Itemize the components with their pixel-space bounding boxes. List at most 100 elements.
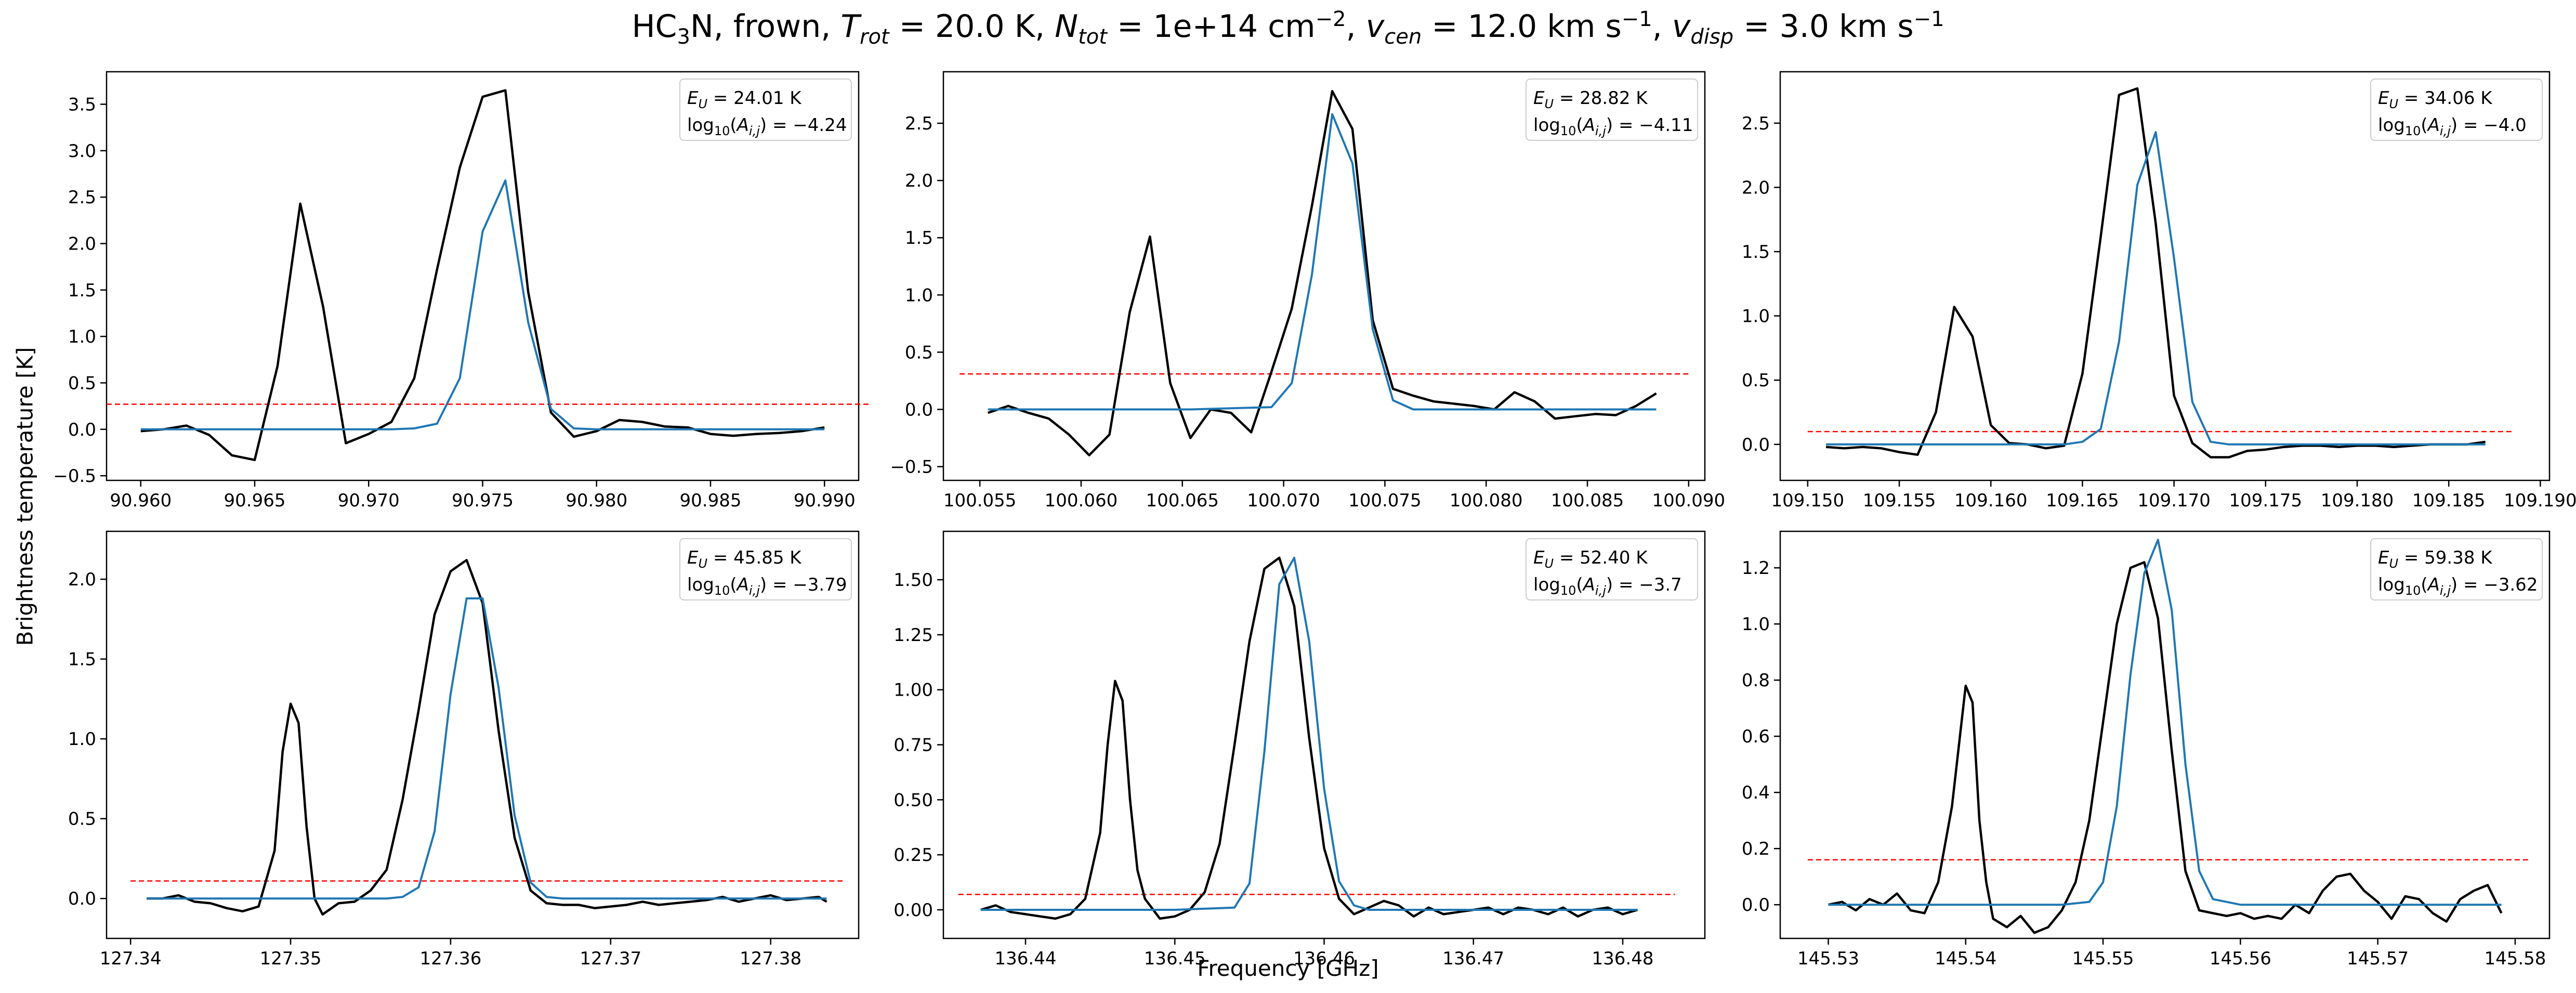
y-tick-label: 1.00 — [893, 680, 933, 701]
title-part: N — [1055, 8, 1079, 45]
x-tick-label: 100.070 — [1247, 490, 1320, 511]
x-tick-label: 109.160 — [1954, 490, 2028, 511]
y-tick-label: 3.0 — [68, 141, 96, 162]
x-tick-label: 145.53 — [1797, 948, 1859, 969]
axes-frame — [1779, 71, 2551, 481]
y-tick-label: 0.5 — [68, 373, 96, 394]
y-tick-label: 0.0 — [1742, 895, 1770, 916]
legend-einstein-a: log10(Ai,j) = −3.62 — [2378, 574, 2538, 598]
y-tick-label: 0.00 — [893, 900, 933, 921]
figure-title: HC3N, frown, Trot = 20.0 K, Ntot = 1e+14… — [0, 7, 2576, 49]
x-tick-label: 127.36 — [419, 948, 481, 969]
observed-spectrum-line — [147, 559, 827, 916]
title-part: rot — [860, 25, 889, 49]
x-axis-label: Frequency [GHz] — [1197, 956, 1379, 981]
model-spectrum-line — [1828, 539, 2502, 906]
legend-upper-energy: EU = 59.38 K — [2378, 547, 2493, 571]
model-spectrum-line — [147, 597, 827, 900]
y-tick-label: 0.5 — [905, 342, 933, 363]
x-tick-label: 109.170 — [2137, 490, 2211, 511]
model-spectrum-line — [1826, 131, 2486, 446]
x-tick-label: 109.175 — [2229, 490, 2303, 511]
x-tick-label: 100.080 — [1450, 490, 1523, 511]
x-tick-label: 136.47 — [1442, 948, 1504, 969]
title-part: HC — [632, 8, 677, 45]
observed-spectrum-line — [987, 90, 1657, 456]
y-tick-label: 0.8 — [1742, 670, 1770, 691]
y-tick-label: 0.0 — [68, 420, 96, 440]
title-part: T — [840, 8, 860, 45]
x-tick-label: 100.065 — [1146, 490, 1219, 511]
y-tick-label: 0.0 — [68, 889, 96, 909]
title-part: = 3.0 km s — [1733, 8, 1914, 45]
x-tick-label: 109.190 — [2504, 490, 2576, 511]
y-tick-label: 0.75 — [893, 735, 933, 756]
y-tick-label: 1.0 — [1742, 306, 1770, 327]
title-part: = 12.0 km s — [1422, 8, 1622, 45]
x-tick-label: 90.965 — [224, 490, 286, 511]
legend-upper-energy: EU = 28.82 K — [1533, 88, 1648, 111]
y-tick-label: 1.2 — [1742, 558, 1770, 579]
x-tick-label: 109.180 — [2321, 490, 2394, 511]
legend-box — [1526, 538, 1698, 600]
title-part: −1 — [1913, 7, 1944, 31]
y-tick-label: 0.25 — [893, 845, 933, 866]
y-tick-label: 2.5 — [1742, 113, 1770, 134]
x-tick-label: 90.960 — [110, 490, 172, 511]
y-tick-label: 1.5 — [68, 280, 96, 301]
title-part: tot — [1078, 25, 1107, 49]
observed-spectrum-line — [980, 556, 1638, 920]
y-tick-label: 0.50 — [893, 790, 933, 811]
y-tick-label: 1.5 — [68, 649, 96, 670]
y-tick-label: 0.2 — [1742, 839, 1770, 859]
x-tick-label: 90.985 — [680, 490, 742, 511]
y-tick-label: 1.0 — [1742, 614, 1770, 635]
title-part: −2 — [1315, 7, 1346, 31]
y-tick-label: 1.5 — [1742, 242, 1770, 263]
axes-frame — [1779, 530, 2551, 939]
x-tick-label: 136.44 — [995, 948, 1057, 969]
legend-einstein-a: log10(Ai,j) = −3.7 — [1533, 574, 1682, 598]
title-part: = 1e+14 cm — [1107, 8, 1316, 45]
x-tick-label: 90.980 — [566, 490, 627, 511]
y-tick-label: 2.5 — [68, 187, 96, 208]
title-part: , — [1652, 8, 1672, 45]
legend-box — [679, 538, 852, 600]
subplot-6: 145.53 145.54 145.55 145.56 145.57 145.58 0.0 0… — [1742, 530, 2551, 969]
y-tick-label: 1.0 — [68, 326, 96, 347]
title-part: = 20.0 K, — [889, 8, 1055, 45]
model-spectrum-line — [980, 556, 1638, 911]
legend-box — [679, 79, 852, 141]
y-tick-label: 2.0 — [68, 233, 96, 254]
y-tick-label: 0.0 — [905, 399, 933, 420]
x-tick-label: 127.34 — [100, 948, 162, 969]
x-tick-label: 90.990 — [794, 490, 856, 511]
subplot-1: 90.960 90.965 90.970 90.975 90.980 90.985 90.9… — [53, 71, 870, 511]
x-tick-label: 100.075 — [1348, 490, 1422, 511]
x-tick-label: 136.48 — [1592, 948, 1654, 969]
y-tick-label: 1.50 — [893, 570, 933, 591]
y-tick-label: 2.0 — [68, 569, 96, 590]
x-tick-label: 145.56 — [2210, 948, 2271, 969]
y-tick-label: 2.0 — [905, 171, 933, 191]
y-tick-label: 1.25 — [893, 625, 933, 646]
title-part: v — [1672, 8, 1691, 45]
observed-spectrum-line — [1828, 561, 2503, 934]
x-tick-label: 127.38 — [740, 948, 801, 969]
legend-box — [1526, 79, 1698, 141]
y-tick-label: 1.0 — [68, 729, 96, 750]
x-tick-label: 100.085 — [1551, 490, 1624, 511]
x-tick-label: 109.155 — [1863, 490, 1936, 511]
observed-spectrum-line — [140, 89, 825, 461]
x-tick-label: 109.150 — [1771, 490, 1845, 511]
legend-einstein-a: log10(Ai,j) = −4.0 — [2378, 115, 2527, 138]
x-tick-label: 145.54 — [1935, 948, 1996, 969]
y-tick-label: 3.5 — [68, 95, 96, 115]
x-tick-label: 145.57 — [2347, 948, 2409, 969]
title-part: cen — [1384, 25, 1422, 49]
x-tick-label: 127.37 — [580, 948, 641, 969]
model-spectrum-line — [988, 113, 1657, 411]
y-tick-label: 2.0 — [1742, 177, 1770, 198]
title-part: , — [1346, 8, 1366, 45]
x-tick-label: 109.165 — [2046, 490, 2119, 511]
